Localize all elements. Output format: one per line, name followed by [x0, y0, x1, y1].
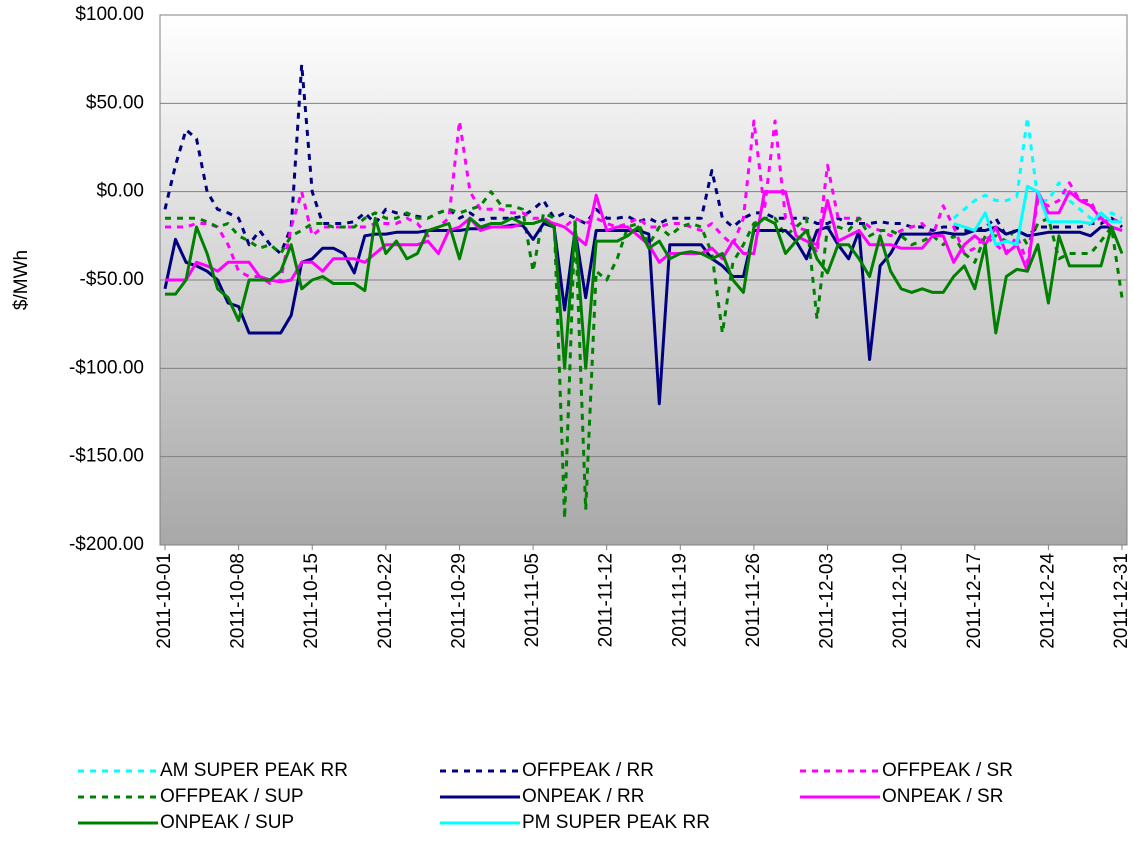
x-tick-label: 2011-10-15 [301, 553, 322, 649]
series-line [953, 184, 1122, 247]
x-tick-label: 2011-12-17 [964, 553, 985, 649]
x-tick-label: 2011-10-29 [448, 553, 469, 649]
series-line [163, 222, 1123, 406]
legend-label: OFFPEAK / SR [882, 760, 1013, 781]
x-tick-label: 2011-11-12 [596, 553, 617, 647]
x-tick-label: 2011-10-22 [375, 553, 396, 649]
y-tick-label: $50.00 [86, 92, 144, 113]
x-tick-label: 2011-11-26 [743, 553, 764, 647]
x-tick-label: 2011-12-31 [1111, 553, 1132, 649]
y-tick-label: -$200.00 [69, 534, 144, 555]
legend-label: PM SUPER PEAK RR [522, 812, 710, 833]
x-tick-label: 2011-10-01 [154, 553, 175, 649]
x-tick-label: 2011-11-05 [522, 553, 543, 647]
y-tick-label: -$100.00 [69, 357, 144, 378]
y-tick-label: $0.00 [96, 181, 144, 202]
legend-label: ONPEAK / SR [882, 786, 1003, 807]
x-tick-label: 2011-12-10 [890, 553, 911, 649]
legend-label: OFFPEAK / SUP [160, 786, 304, 807]
x-tick-label: 2011-12-24 [1037, 553, 1058, 649]
legend-label: ONPEAK / RR [522, 786, 644, 807]
y-tick-label: -$50.00 [80, 269, 144, 290]
x-tick-label: 2011-10-08 [228, 553, 249, 649]
y-axis-label: $/MWh [11, 250, 32, 310]
legend-label: AM SUPER PEAK RR [160, 760, 348, 781]
x-tick-label: 2011-11-19 [669, 553, 690, 647]
y-tick-label: -$150.00 [69, 446, 144, 467]
series-line [165, 216, 1124, 370]
x-tick-label: 2011-12-03 [817, 553, 838, 649]
y-tick-label: $100.00 [75, 4, 144, 25]
series-line [163, 63, 1123, 255]
legend-label: ONPEAK / SUP [160, 812, 294, 833]
legend-label: OFFPEAK / RR [522, 760, 654, 781]
